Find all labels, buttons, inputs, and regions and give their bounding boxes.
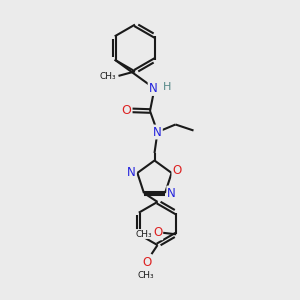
Text: O: O xyxy=(142,256,152,269)
Text: N: N xyxy=(167,187,176,200)
Text: N: N xyxy=(148,82,158,95)
Text: N: N xyxy=(127,167,136,179)
Text: CH₃: CH₃ xyxy=(100,72,116,81)
Text: N: N xyxy=(153,125,162,139)
Text: CH₃: CH₃ xyxy=(137,271,154,280)
Text: O: O xyxy=(153,226,162,239)
Text: O: O xyxy=(172,164,182,177)
Text: O: O xyxy=(122,104,131,117)
Text: H: H xyxy=(163,82,171,92)
Text: CH₃: CH₃ xyxy=(136,230,152,238)
